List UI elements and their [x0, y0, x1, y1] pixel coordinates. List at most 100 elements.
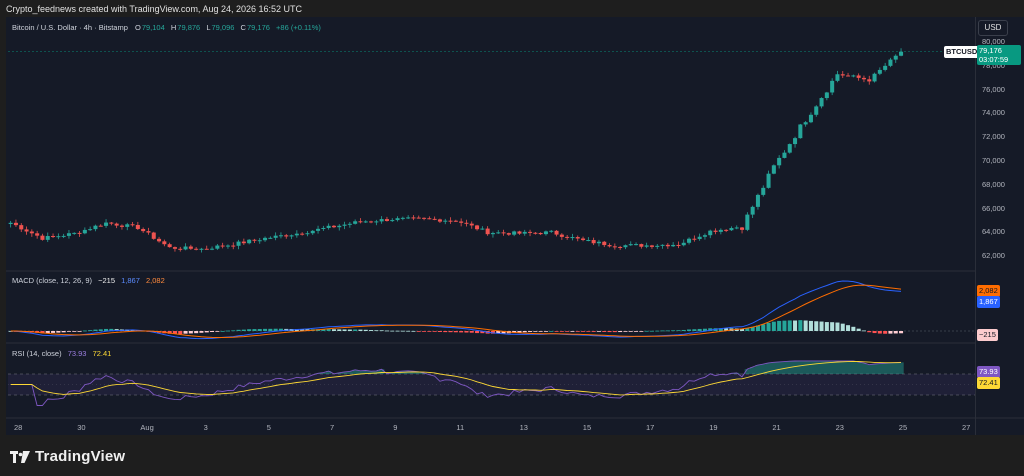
- candle-body: [157, 238, 162, 242]
- time-axis-tick: 23: [835, 423, 844, 432]
- macd-histogram-bar: [257, 329, 262, 331]
- candle-body: [464, 222, 469, 224]
- macd-histogram-bar: [522, 331, 527, 333]
- candle-body: [665, 244, 670, 247]
- candle-body: [247, 239, 252, 244]
- candle-body: [284, 235, 289, 237]
- candle-body: [45, 236, 50, 240]
- price-axis-tick: 62,000: [982, 251, 1005, 261]
- time-axis-tick: 11: [456, 423, 465, 432]
- candle-body: [231, 245, 236, 247]
- macd-histogram-bar: [570, 331, 575, 332]
- macd-histogram-bar: [395, 330, 400, 332]
- candle-body: [416, 217, 421, 219]
- candle-body: [660, 244, 665, 246]
- candle-body: [697, 236, 702, 240]
- candle-body: [172, 247, 177, 249]
- candle-body: [316, 228, 321, 231]
- candle-body: [114, 223, 119, 226]
- candle-body: [448, 220, 453, 222]
- rsi-title: RSI (14, close): [12, 349, 62, 358]
- macd-histogram-bar: [649, 330, 654, 332]
- time-axis-tick: 3: [203, 423, 208, 432]
- low-label: L: [206, 23, 211, 32]
- candle-body: [612, 246, 617, 248]
- macd-histogram-bar: [247, 329, 252, 331]
- candle-body: [538, 233, 543, 235]
- candle-body: [581, 238, 586, 241]
- price-legend: Bitcoin / U.S. Dollar · 4h · Bitstamp O7…: [12, 23, 322, 32]
- last-price-value: 79,176: [979, 46, 1002, 55]
- macd-histogram-bar: [406, 330, 411, 332]
- price-axis-tick: 64,000: [982, 227, 1005, 237]
- candle-body: [61, 235, 66, 237]
- candle-body: [443, 220, 448, 222]
- macd-histogram-bar: [501, 331, 506, 334]
- candle-body: [872, 73, 877, 82]
- close-label: C: [240, 23, 246, 32]
- candle-body: [453, 220, 458, 222]
- candle-body: [162, 241, 167, 245]
- candle-body: [77, 232, 82, 234]
- macd-histogram-bar: [766, 322, 771, 331]
- chart-attribution: Crypto_feednews created with TradingView…: [6, 4, 303, 14]
- candle-body: [644, 245, 649, 247]
- price-axis-tick: 74,000: [982, 108, 1005, 118]
- candle-body: [35, 233, 40, 236]
- macd-histogram-bar: [167, 331, 172, 334]
- candle-body: [522, 231, 527, 234]
- candle-body: [13, 222, 18, 226]
- macd-histogram-bar: [782, 320, 787, 331]
- candle-body: [66, 233, 71, 236]
- symbol-description: Bitcoin / U.S. Dollar · 4h · Bitstamp: [12, 23, 128, 32]
- candle-body: [8, 222, 13, 225]
- macd-histogram-bar: [252, 329, 257, 331]
- macd-histogram-bar: [824, 322, 829, 331]
- macd-histogram-bar: [872, 331, 877, 334]
- macd-histogram-bar: [893, 331, 898, 334]
- price-axis-tick: 68,000: [982, 179, 1005, 189]
- macd-histogram-bar: [846, 325, 851, 331]
- candle-body: [347, 223, 352, 225]
- macd-histogram-bar: [883, 331, 888, 334]
- macd-histogram-bar: [278, 328, 283, 331]
- macd-histogram-bar: [819, 321, 824, 331]
- candle-body: [29, 231, 34, 234]
- macd-histogram-bar: [8, 331, 13, 332]
- currency-button[interactable]: USD: [978, 20, 1008, 36]
- candle-body: [459, 221, 464, 223]
- candle-body: [740, 227, 745, 230]
- candle-body: [363, 221, 368, 223]
- tradingview-logo[interactable]: TradingView: [10, 448, 125, 465]
- candle-body: [358, 221, 363, 223]
- macd-histogram-bar: [724, 328, 729, 331]
- chart-panel[interactable]: [6, 17, 975, 435]
- candle-body: [406, 217, 411, 219]
- rsi-ma-value: 72.41: [92, 349, 112, 358]
- candle-body: [639, 244, 644, 247]
- symbol-badge: BTCUSD: [944, 46, 980, 58]
- candle-body: [411, 217, 416, 219]
- candle-body: [771, 165, 776, 174]
- candle-body: [761, 187, 766, 195]
- macd-histogram-bar: [618, 331, 623, 333]
- rsi-band: [8, 374, 975, 395]
- macd-histogram-bar: [496, 331, 501, 334]
- price-axis-tick: 70,000: [982, 155, 1005, 165]
- macd-histogram-bar: [803, 320, 808, 331]
- macd-histogram-bar: [231, 330, 236, 332]
- macd-histogram-bar: [771, 321, 776, 331]
- candle-body: [777, 157, 782, 166]
- macd-histogram-bar: [194, 331, 199, 334]
- macd-histogram-bar: [798, 320, 803, 331]
- macd-histogram-bar: [565, 331, 570, 332]
- macd-histogram-bar: [374, 330, 379, 332]
- candle-body: [19, 225, 24, 230]
- macd-histogram-bar: [840, 323, 845, 331]
- candle-body: [888, 59, 893, 66]
- candle-body: [300, 233, 305, 235]
- price-axis[interactable]: [975, 17, 1024, 435]
- macd-histogram-bar: [681, 329, 686, 331]
- candle-body: [88, 229, 93, 231]
